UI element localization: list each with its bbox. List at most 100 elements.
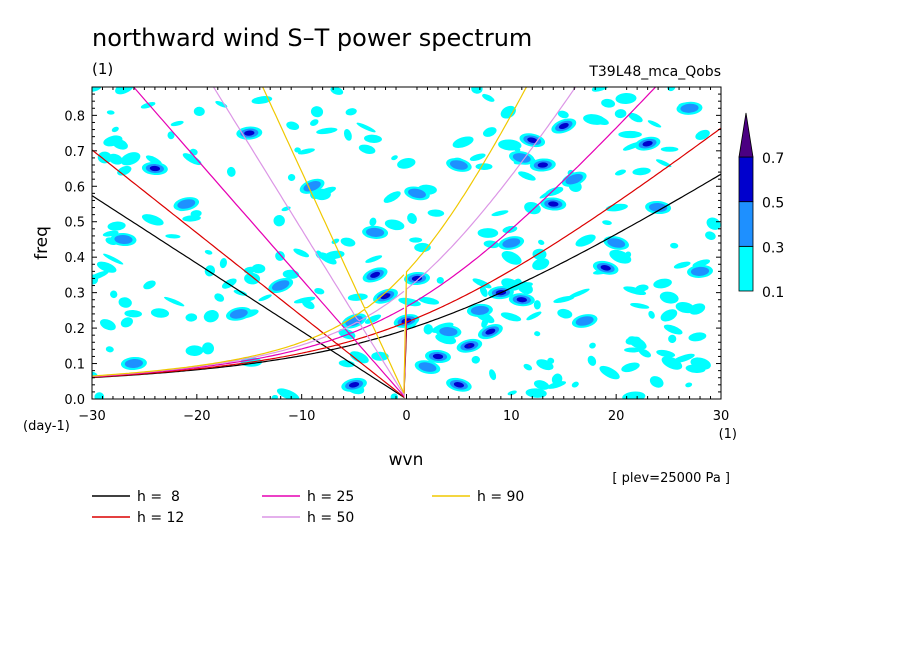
heat-speckle	[575, 234, 596, 247]
heat-speckle	[310, 106, 324, 118]
heat-feature	[571, 314, 598, 328]
heat-feature	[477, 324, 503, 340]
heat-speckle	[271, 394, 279, 399]
heat-speckle	[469, 153, 486, 161]
heat-speckle	[423, 324, 434, 335]
heat-speckle	[599, 365, 620, 380]
heat-speckle	[108, 153, 123, 165]
heat-speckle	[258, 294, 272, 302]
heat-speckle	[706, 217, 721, 230]
heat-speckle	[601, 98, 616, 108]
heat-speckle	[358, 144, 376, 155]
y-tick-label: 0.7	[64, 145, 85, 160]
colorbar-swatch	[738, 245, 754, 292]
heat-speckle	[479, 286, 488, 297]
heat-speckle	[614, 109, 627, 119]
colorbar-swatch	[738, 201, 754, 247]
heat-feature	[603, 236, 629, 250]
heat-speckle	[532, 258, 550, 271]
heat-feature-level	[149, 165, 161, 172]
heat-speckle	[202, 342, 214, 355]
heat-speckle	[663, 324, 683, 335]
heat-feature	[687, 264, 713, 278]
colorbar-label: 0.3	[762, 240, 784, 256]
heat-feature	[676, 101, 703, 115]
heat-speckle	[204, 265, 216, 277]
heat-speckle	[533, 380, 550, 390]
heat-feature	[268, 277, 294, 294]
y-axis-label: freq	[32, 226, 52, 260]
heat-feature	[540, 197, 567, 211]
heat-speckle	[391, 155, 398, 161]
heat-speckle	[436, 276, 444, 284]
heat-speckle	[653, 278, 672, 289]
heat-feature-level	[575, 316, 594, 326]
x-axis-label: wvn	[389, 450, 424, 470]
legend-label: h = 8	[137, 489, 180, 505]
heat-speckle	[630, 302, 650, 309]
heat-speckle	[538, 239, 545, 245]
heat-speckle	[275, 251, 285, 261]
heat-feature	[236, 126, 263, 140]
heat-feature-level	[366, 227, 385, 237]
y-axis-unit: (day-1)	[23, 419, 70, 434]
heat-speckle	[185, 313, 198, 322]
heat-speckle	[365, 255, 383, 263]
heat-speckle	[557, 308, 573, 319]
heat-speckle	[356, 122, 376, 133]
heat-feature-level	[607, 238, 626, 248]
heat-feature	[362, 267, 388, 283]
plot-area: −30 −20 −10 0 10 20 30 0.0 0.1 0.2 0.3 0.4 0.5 0.6 0.7…	[64, 86, 729, 424]
heat-speckle	[471, 355, 480, 364]
heat-speckle	[251, 264, 266, 274]
dispersion-branch-high	[132, 87, 405, 334]
heat-feature-level	[548, 201, 559, 207]
heat-speckle	[675, 302, 695, 314]
heat-speckle	[204, 250, 213, 255]
heat-speckle	[526, 311, 542, 321]
heat-speckle	[316, 127, 338, 135]
y-tick-label: 0.1	[64, 358, 85, 373]
heat-speckle	[293, 248, 310, 258]
heat-feature-level	[408, 188, 426, 199]
heat-speckle	[182, 153, 202, 166]
heat-speckle	[491, 210, 509, 217]
y-tick-label: 0.5	[64, 216, 85, 231]
x-tick-label: 0	[402, 409, 410, 424]
heat-speckle	[695, 129, 710, 140]
heat-feature-level	[516, 297, 527, 303]
heat-speckle	[150, 308, 170, 318]
heat-speckle	[672, 353, 695, 364]
heat-feature-level	[114, 234, 133, 245]
heat-speckle	[302, 299, 315, 310]
dispersion-branch-low	[92, 87, 528, 394]
heat-feature	[373, 288, 398, 304]
heat-speckle	[623, 286, 647, 296]
heat-feature	[529, 158, 556, 172]
heat-speckle	[164, 296, 185, 307]
heat-feature	[551, 118, 577, 134]
x-tick-label: −30	[78, 409, 105, 424]
heat-feature	[173, 197, 200, 211]
heat-speckle	[294, 147, 301, 153]
heat-speckle	[622, 391, 646, 399]
heat-feature-level	[244, 130, 255, 136]
heat-speckle	[660, 309, 678, 322]
heat-speckle	[92, 87, 102, 92]
heat-speckle	[219, 258, 227, 269]
heat-speckle	[349, 351, 369, 364]
heat-feature-level	[680, 103, 699, 113]
heat-feature-level	[649, 202, 668, 213]
heat-speckle	[609, 249, 632, 264]
heat-speckle	[638, 348, 652, 358]
heat-speckle	[94, 392, 105, 399]
heat-speckle	[297, 148, 315, 155]
heat-feature-level	[418, 362, 437, 372]
x-tick-label: −10	[288, 409, 315, 424]
heat-speckle	[364, 134, 382, 143]
heat-feature	[226, 306, 252, 321]
heat-speckle	[251, 96, 273, 104]
heat-speckle	[318, 252, 337, 265]
dispersion-branch-high	[92, 195, 405, 351]
heat-speckle	[615, 92, 637, 105]
